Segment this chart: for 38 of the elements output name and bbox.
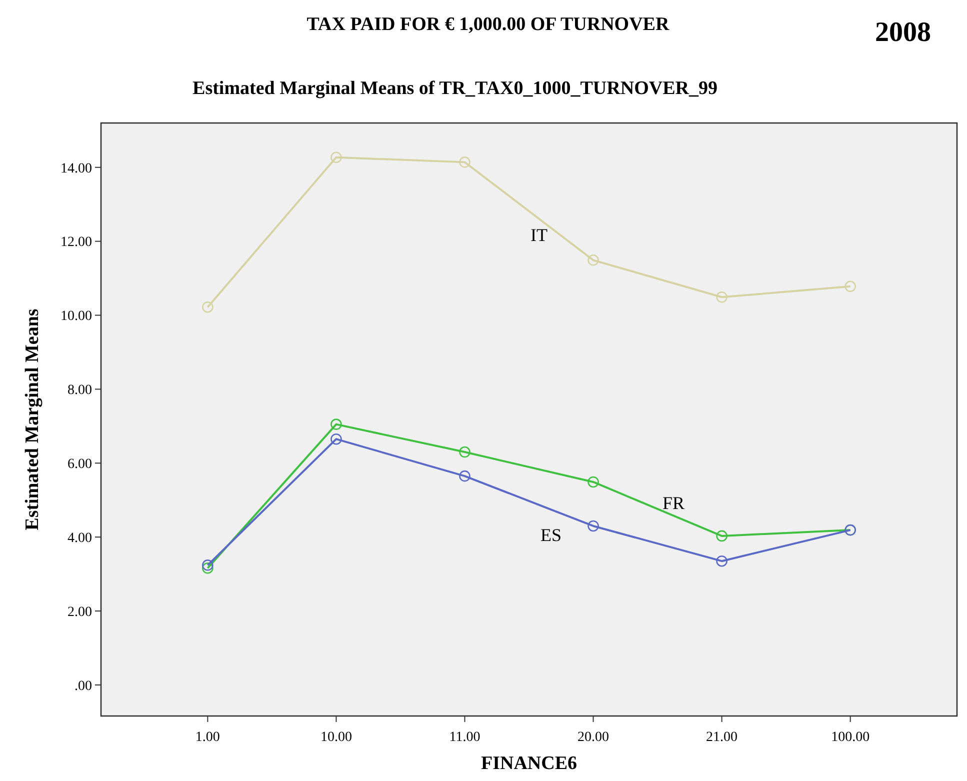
- y-tick-label: 4.00: [68, 530, 92, 546]
- point: [844, 280, 856, 292]
- point: [588, 520, 599, 532]
- y-axis-title: Estimated Marginal Means: [22, 308, 43, 530]
- y-tick-label: 10.00: [60, 309, 92, 324]
- x-tick-label: 10.00: [320, 730, 352, 745]
- x-tick-label: 20.00: [578, 730, 610, 745]
- chart-subtitle: Estimated Marginal Means of TR_TAX0_1000_TURNOVER_99: [192, 78, 718, 99]
- y-tick-label: 14.00: [60, 161, 92, 176]
- y-tick-label: 6.00: [68, 457, 92, 472]
- x-axis-title: FINANCE6: [480, 753, 578, 774]
- y-tick-label: 12.00: [60, 235, 92, 250]
- point: [330, 433, 342, 445]
- point: [588, 254, 599, 266]
- point: [459, 446, 470, 458]
- text: 2008: [875, 17, 931, 48]
- point: [716, 291, 728, 303]
- x-tick-label: 21.00: [706, 730, 738, 745]
- x-tick-label: 1.00: [195, 730, 220, 745]
- y-tick-label: 2.00: [68, 604, 92, 620]
- chart-title: TAX PAID FOR € 1,000.00 OF TURNOVER: [306, 14, 670, 35]
- series-label: ES: [540, 525, 562, 546]
- series-label: FR: [662, 492, 685, 513]
- point: [588, 476, 599, 488]
- point: [202, 560, 214, 571]
- point: [716, 555, 728, 567]
- point: [202, 562, 214, 574]
- y-tick-label: 8.00: [68, 383, 92, 398]
- point: [716, 530, 728, 542]
- y-tick-label: .00: [74, 678, 92, 694]
- series-label: IT: [530, 225, 548, 246]
- x-tick-label: 11.00: [449, 730, 480, 745]
- point: [330, 418, 342, 430]
- x-tick-label: 100.00: [831, 730, 870, 745]
- point: [459, 156, 470, 168]
- point: [330, 152, 342, 164]
- point: [459, 470, 470, 482]
- point: [202, 301, 214, 313]
